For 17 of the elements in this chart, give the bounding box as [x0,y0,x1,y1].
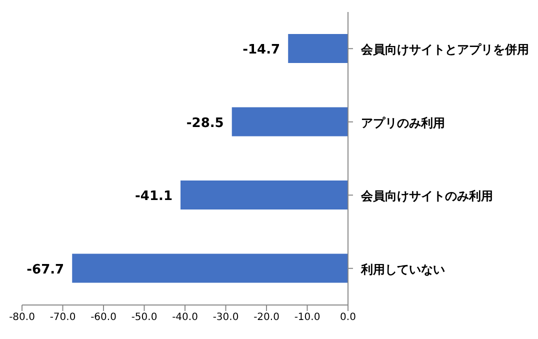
x-tick-label: -10.0 [294,312,320,324]
x-tick-label: -50.0 [131,312,158,324]
x-tick-label: -70.0 [50,312,76,324]
x-tick-label: 0.0 [340,312,356,324]
x-tick-label: -40.0 [172,312,198,324]
y-tick-label: 利用していない [360,262,445,276]
data-label: -28.5 [186,116,224,131]
y-tick-label: アプリのみ利用 [361,116,445,130]
data-label: -67.7 [26,262,64,278]
x-tick-label: -20.0 [254,312,280,324]
x-tick-label: -60.0 [90,312,116,324]
y-tick-label: 会員向けサイトのみ利用 [360,189,493,204]
x-tick-label: -80.0 [9,312,35,324]
y-tick-label: 会員向けサイトとアプリを併用 [360,42,529,57]
x-tick-label: -30.0 [212,312,239,324]
data-label: -14.7 [242,42,280,58]
data-label: -41.1 [135,189,173,204]
